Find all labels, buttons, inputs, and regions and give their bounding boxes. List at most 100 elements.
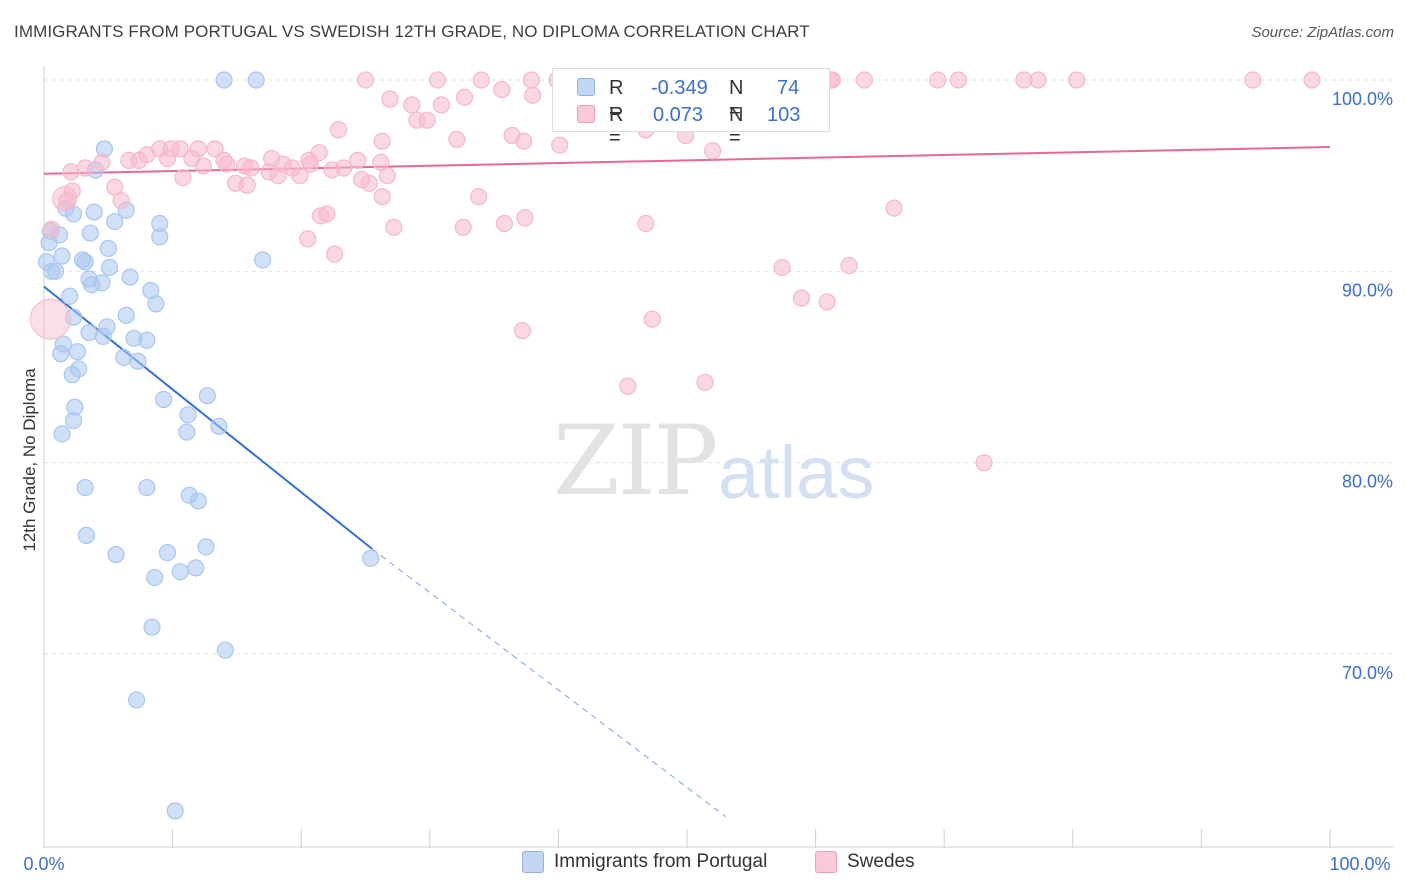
point-swedes [299,230,317,248]
point-swedes [238,176,256,194]
axes [43,66,1393,848]
point-swedes [524,86,542,104]
legend-r-value: -0.349 [651,77,708,99]
point-swedes [551,136,569,154]
point-swedes [513,322,531,340]
point-portugal [198,387,216,405]
point-swedes [454,218,472,236]
point-swedes [349,151,367,169]
y-tick-label: 100.0% [1332,89,1393,109]
point-portugal [247,71,265,89]
legend-r-label: R = [609,77,624,122]
point-portugal [73,251,92,269]
point-portugal [80,323,98,342]
point-swedes [378,167,396,185]
point-swedes [1244,71,1262,89]
point-swedes [93,153,111,171]
point-portugal [145,568,164,587]
point-swedes [301,155,319,173]
point-portugal [129,352,147,370]
legend-n-label: N = [729,77,744,122]
point-portugal [100,258,119,277]
point-portugal [166,802,184,820]
point-portugal [210,417,228,435]
point-portugal [138,478,156,497]
point-swedes [975,454,993,472]
legend-label-portugal: Immigrants from Portugal [554,851,768,872]
legend-item-swedes: Swedes [815,851,915,873]
point-portugal [158,543,177,562]
trend-lines [43,145,1331,818]
trend-line-portugal-extension [371,548,726,818]
point-swedes [43,220,61,238]
point-swedes [291,167,309,185]
point-portugal [85,203,103,221]
point-swedes [428,71,447,89]
legend-n-value: 74 [777,77,800,99]
point-swedes [381,90,399,108]
point-portugal [61,287,79,305]
point-portugal [178,423,196,441]
point-portugal [147,295,165,313]
point-portugal [138,331,156,349]
point-swedes [360,174,378,192]
legend-n-value: 103 [767,104,801,126]
point-portugal [77,526,96,544]
data-points [29,71,1321,820]
point-portugal [115,348,133,367]
legend-swatch-portugal [522,851,544,873]
point-swedes [470,188,488,206]
point-swedes [773,258,791,277]
point-swedes [522,71,540,89]
point-swedes [495,214,513,233]
point-swedes [840,256,858,275]
point-swedes [1303,71,1321,89]
point-portugal [254,251,272,269]
point-swedes [329,121,348,139]
point-portugal [179,406,197,424]
point-swedes [112,191,130,210]
point-portugal [99,239,117,257]
point-swedes [885,199,903,217]
point-swedes [448,130,466,148]
point-portugal [53,425,71,443]
point-swedes [643,310,661,328]
point-swedes [318,205,336,223]
point-swedes [171,140,189,158]
y-tick-label: 90.0% [1342,280,1393,300]
legend-n-label: N = [729,104,744,149]
point-swedes [929,71,947,89]
point-portugal [53,247,71,265]
chart-title: IMMIGRANTS FROM PORTUGAL VS SWEDISH 12TH… [14,22,810,41]
point-swedes [206,140,224,158]
point-portugal [121,268,139,286]
point-portugal [107,545,125,564]
point-portugal [106,212,124,231]
point-swedes [373,132,391,150]
legend-label-swedes: Swedes [847,851,915,872]
point-portugal [143,618,161,636]
point-portugal [68,343,87,361]
x-tick-label: 0.0% [23,854,64,874]
point-portugal [46,262,65,280]
point-swedes [158,149,177,168]
point-portugal [151,228,169,246]
point-swedes [52,186,78,212]
tick-labels: 70.0% 80.0% 90.0% 100.0% 0.0% 100.0% [23,89,1393,874]
point-swedes [385,218,403,236]
point-portugal [187,559,205,577]
legend-r-label: R = [609,104,624,149]
point-swedes [326,245,344,263]
point-swedes [855,71,874,89]
point-swedes [418,111,436,129]
legend-swatch-swedes [815,851,837,873]
point-swedes [62,163,80,181]
point-portugal [197,538,215,556]
point-swedes [1029,71,1047,89]
point-swedes [792,289,811,307]
point-swedes [356,71,375,89]
legend-r-value: 0.073 [653,104,704,126]
point-portugal [154,390,173,409]
point-swedes [269,167,287,185]
point-swedes [29,298,71,340]
